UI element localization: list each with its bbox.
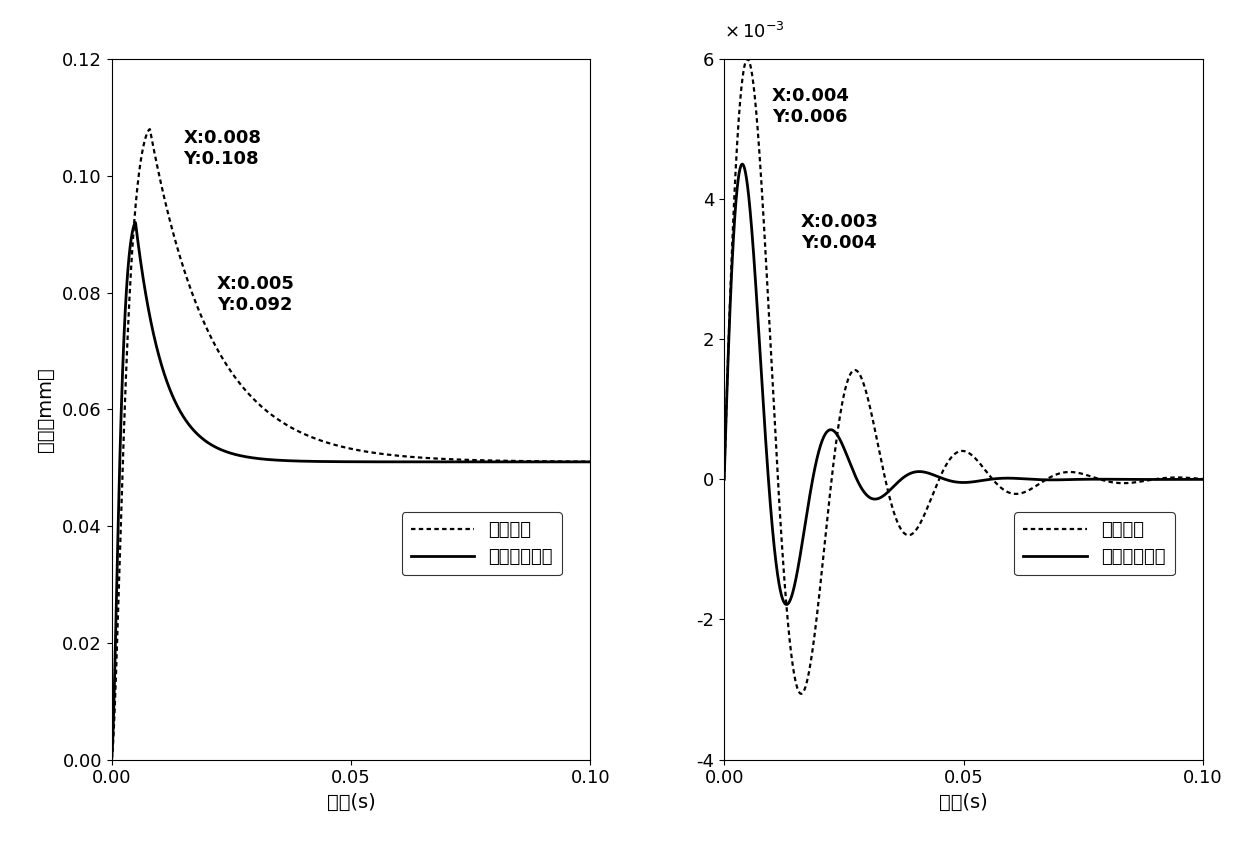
Text: X:0.005
Y:0.092: X:0.005 Y:0.092 (217, 275, 295, 314)
Text: X:0.004
Y:0.006: X:0.004 Y:0.006 (773, 87, 849, 126)
X-axis label: 时间(s): 时间(s) (939, 793, 988, 812)
Text: X:0.003
Y:0.004: X:0.003 Y:0.004 (801, 214, 879, 252)
Text: X:0.008
Y:0.108: X:0.008 Y:0.108 (184, 129, 262, 168)
Y-axis label: 位移（mm）: 位移（mm） (36, 367, 55, 452)
Legend: 未加优化, 粒子算法优化: 未加优化, 粒子算法优化 (402, 512, 562, 576)
Legend: 未加优化, 粒子算法优化: 未加优化, 粒子算法优化 (1014, 512, 1174, 576)
Text: $\times\,10^{-3}$: $\times\,10^{-3}$ (724, 21, 785, 41)
X-axis label: 时间(s): 时间(s) (326, 793, 376, 812)
